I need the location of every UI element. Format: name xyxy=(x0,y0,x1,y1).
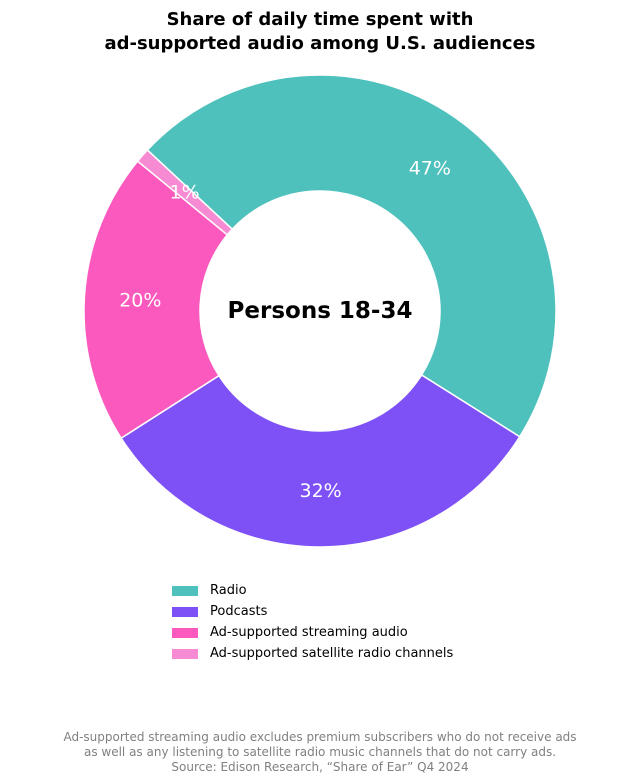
slice-label-radio: 47% xyxy=(409,157,451,179)
donut-slice-podcasts xyxy=(120,373,521,548)
chart-title-line-2: ad-supported audio among U.S. audiences xyxy=(104,33,536,54)
donut-slice-ad-supported-streaming-audio xyxy=(83,160,229,440)
legend-swatch-satellite xyxy=(172,648,198,659)
donut-slice-radio xyxy=(146,74,557,438)
donut-slice-ad-supported-satellite-radio-channels xyxy=(136,148,234,236)
slice-label-podcasts: 32% xyxy=(300,480,342,502)
legend: Radio Podcasts Ad-supported streaming au… xyxy=(172,580,453,664)
footnote: Ad-supported streaming audio excludes pr… xyxy=(0,730,640,775)
legend-item-satellite: Ad-supported satellite radio channels xyxy=(172,643,453,664)
slice-labels: 47% 32% 20% 1% xyxy=(119,157,451,502)
legend-swatch-streaming xyxy=(172,627,198,638)
legend-label-radio: Radio xyxy=(210,583,247,598)
legend-label-podcasts: Podcasts xyxy=(210,604,268,619)
center-label: Persons 18-34 xyxy=(228,298,413,324)
slice-label-ad-supported-satellite-radio-channels: 1% xyxy=(169,181,199,203)
footnote-line-3: Source: Edison Research, “Share of Ear” … xyxy=(171,760,469,774)
legend-item-streaming: Ad-supported streaming audio xyxy=(172,622,453,643)
chart-title-line-1: Share of daily time spent with xyxy=(166,9,474,30)
legend-swatch-podcasts xyxy=(172,606,198,617)
footnote-line-2: as well as any listening to satellite ra… xyxy=(83,745,557,759)
chart-title: Share of daily time spent with ad-suppor… xyxy=(0,8,640,56)
legend-label-satellite: Ad-supported satellite radio channels xyxy=(210,646,454,661)
legend-label-streaming: Ad-supported streaming audio xyxy=(210,625,408,640)
legend-item-podcasts: Podcasts xyxy=(172,601,453,622)
legend-swatch-radio xyxy=(172,585,198,596)
donut-slices xyxy=(83,74,557,548)
slice-label-ad-supported-streaming-audio: 20% xyxy=(119,289,161,311)
legend-item-radio: Radio xyxy=(172,580,453,601)
footnote-line-1: Ad-supported streaming audio excludes pr… xyxy=(63,730,577,744)
